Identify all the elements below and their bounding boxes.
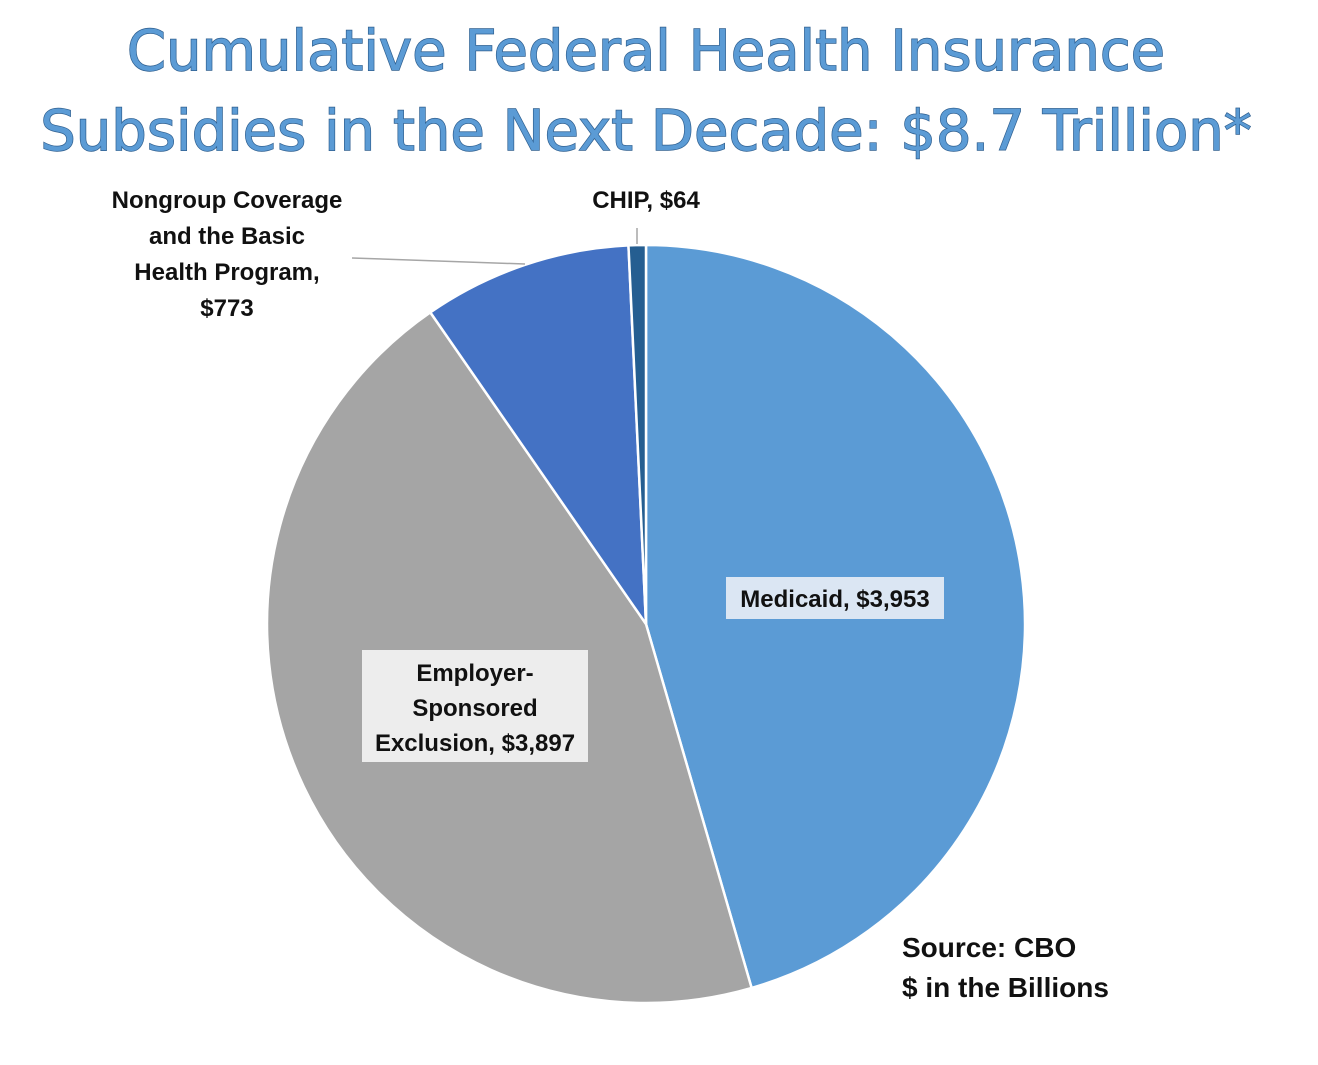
pie-slice-nongroup-coverage-and-the-basic-health-program	[429, 244, 648, 626]
slice-label-employer-line-2: Sponsored	[412, 695, 537, 722]
slice-label-employer-line-1: Employer-	[416, 660, 533, 687]
slice-label-employer: Employer- Sponsored Exclusion, $3,897	[362, 650, 588, 762]
slice-label-chip-text: CHIP, $64	[592, 187, 700, 214]
leader-lines	[351, 228, 638, 265]
slice-label-nongroup-line-1: Nongroup Coverage	[112, 187, 343, 214]
pie-slices	[265, 243, 1027, 1005]
leader-line-nongroup	[351, 257, 526, 265]
slice-label-medicaid-text: Medicaid, $3,953	[740, 586, 929, 613]
slice-label-employer-bg	[362, 650, 588, 762]
slice-label-medicaid: Medicaid, $3,953	[726, 577, 944, 619]
chart-title-line-1: Cumulative Federal Health Insurance	[127, 19, 1165, 84]
source-note-line-2: $ in the Billions	[902, 972, 1109, 1003]
slice-label-nongroup-line-2: and the Basic	[149, 223, 305, 250]
chart-title-line-2: Subsidies in the Next Decade: $8.7 Trill…	[40, 99, 1252, 164]
source-note: Source: CBO $ in the Billions	[902, 932, 1109, 1003]
pie-slice-chip	[627, 243, 648, 626]
source-note-line-1: Source: CBO	[902, 932, 1076, 963]
slice-label-nongroup-line-3: Health Program,	[134, 259, 319, 286]
slice-label-medicaid-bg	[726, 577, 944, 619]
slice-label-chip: CHIP, $64	[592, 187, 700, 214]
slice-label-nongroup: Nongroup Coverage and the Basic Health P…	[112, 187, 343, 322]
slice-label-employer-line-3: Exclusion, $3,897	[375, 730, 575, 757]
chart-title: Cumulative Federal Health Insurance Subs…	[40, 18, 1253, 164]
slice-label-nongroup-line-4: $773	[200, 295, 253, 322]
